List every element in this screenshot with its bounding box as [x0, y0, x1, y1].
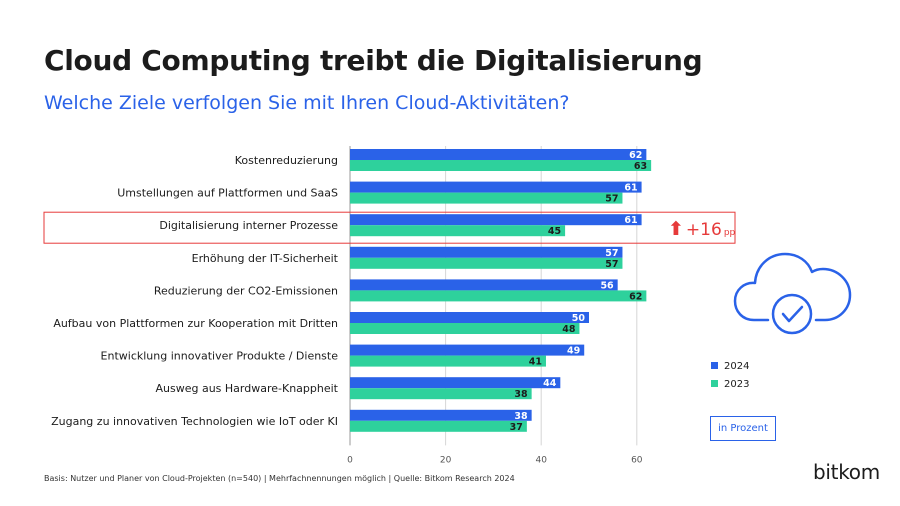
bar-2024	[350, 246, 623, 258]
bar-value-label: 56	[600, 280, 614, 291]
legend-label: 2023	[724, 379, 749, 390]
bar-2023	[350, 192, 623, 204]
bar-2024	[350, 214, 642, 226]
bar-2024	[350, 344, 585, 356]
highlight-box	[43, 211, 736, 244]
bitkom-logo: bitkom	[813, 460, 880, 484]
bar-2024	[350, 279, 618, 291]
x-tick-label: 0	[347, 455, 353, 465]
chart-category-labels: Kostenreduzierung Umstellungen auf Plattf…	[51, 154, 339, 428]
bar-2023	[350, 323, 580, 334]
bar-2024	[350, 181, 642, 193]
bar-value-label: 49	[567, 346, 580, 357]
bar-value-label: 48	[562, 324, 576, 335]
highlight-group: ⬆ +16 pp	[43, 211, 736, 244]
bar-value-label: 57	[605, 194, 618, 205]
bar-value-label: 38	[514, 411, 528, 422]
category-label: Umstellungen auf Plattformen und SaaS	[117, 187, 338, 200]
legend-swatch-2024	[711, 362, 718, 369]
unit-label: in Prozent	[710, 416, 776, 441]
x-tick-label: 40	[535, 455, 547, 465]
legend-label: 2024	[724, 361, 749, 372]
bar-value-label: 50	[572, 313, 586, 324]
bar-2023	[350, 225, 566, 237]
legend-swatch-2023	[711, 380, 718, 387]
bar-2023	[350, 160, 652, 171]
category-label: Kostenreduzierung	[235, 154, 338, 167]
category-label: Zugang zu innovativen Technologien wie I…	[51, 415, 338, 428]
category-label: Entwicklung innovativer Produkte / Diens…	[101, 350, 339, 363]
bar-value-label: 61	[624, 215, 637, 226]
bar-value-label: 62	[629, 150, 642, 161]
bar-value-label: 62	[629, 291, 642, 302]
bar-2023	[350, 388, 532, 400]
bar-2024	[350, 149, 647, 160]
bar-value-label: 38	[514, 389, 528, 400]
bar-value-label: 63	[634, 161, 647, 172]
category-label: Aufbau von Plattformen zur Kooperation m…	[53, 317, 338, 330]
bar-value-label: 61	[624, 183, 637, 194]
bar-value-label: 45	[548, 226, 561, 237]
bar-value-label: 44	[543, 378, 557, 389]
bar-2024	[350, 312, 589, 323]
bar-2023	[350, 290, 647, 302]
x-tick-label: 20	[440, 455, 452, 465]
bar-value-label: 57	[605, 259, 618, 270]
bar-2023	[350, 257, 623, 269]
bar-2024	[350, 377, 561, 389]
category-label: Erhöhung der IT-Sicherheit	[192, 252, 339, 265]
bar-2024	[350, 409, 532, 421]
category-label: Digitalisierung interner Prozesse	[159, 219, 338, 232]
cloud-check-icon	[733, 252, 852, 335]
page-title: Cloud Computing treibt die Digitalisieru…	[44, 44, 703, 77]
bar-2023	[350, 355, 546, 367]
bar-value-label: 37	[510, 422, 523, 433]
footnote: Basis: Nutzer und Planer von Cloud-Proje…	[44, 474, 515, 483]
bar-value-label: 57	[605, 248, 618, 259]
category-label: Ausweg aus Hardware-Knappheit	[156, 382, 339, 395]
page-subtitle: Welche Ziele verfolgen Sie mit Ihren Clo…	[44, 92, 570, 114]
highlight-delta: ⬆ +16 pp	[668, 218, 736, 240]
chart-x-ticks: 0 20 40 60	[347, 455, 643, 465]
bar-2023	[350, 420, 527, 432]
chart-legend: 2024 2023	[711, 361, 749, 390]
category-label: Reduzierung der CO2-Emissionen	[154, 284, 338, 297]
x-tick-label: 60	[631, 455, 643, 465]
bar-value-label: 41	[529, 357, 542, 368]
